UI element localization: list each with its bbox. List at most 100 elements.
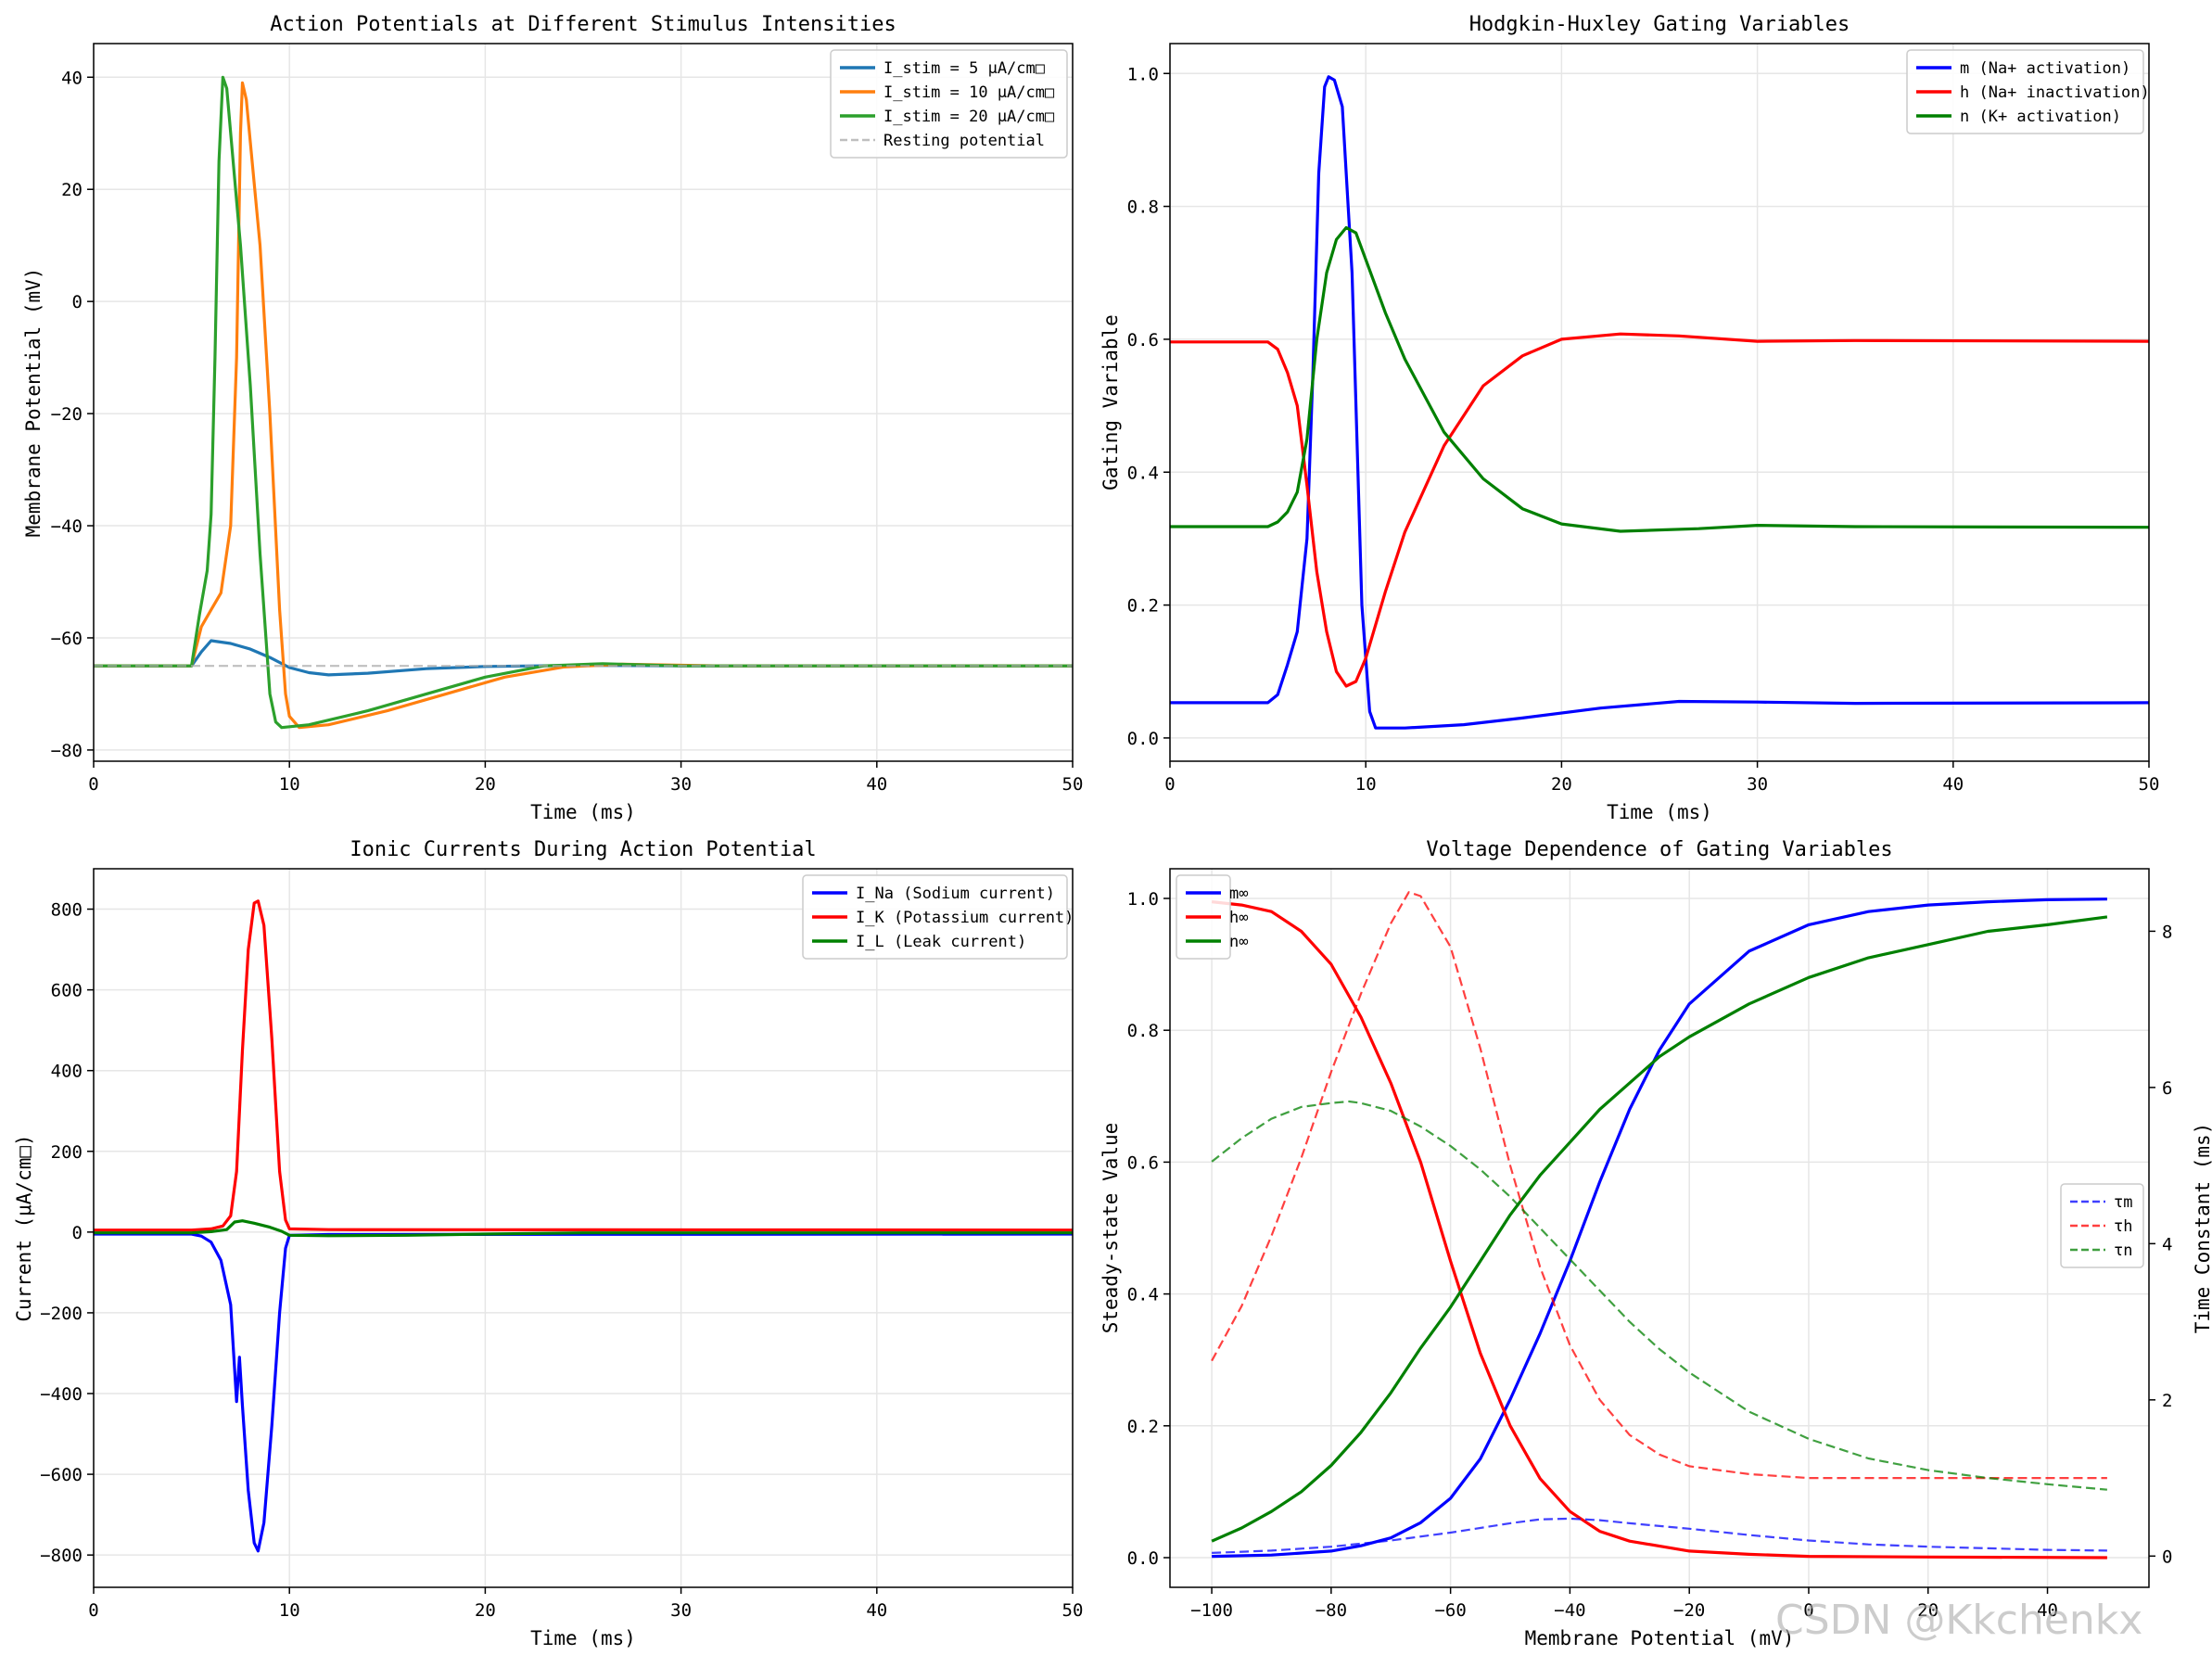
y-tick-label: 0.0: [1127, 1548, 1159, 1569]
x-tick-label: −100: [1190, 1600, 1233, 1621]
legend-label: τh: [2114, 1217, 2132, 1236]
x-tick-label: 50: [1062, 774, 1084, 795]
legend-label: I_K (Potassium current): [856, 909, 1074, 927]
chart-title: Hodgkin-Huxley Gating Variables: [1469, 13, 1850, 36]
y-tick-label: 0.8: [1127, 197, 1159, 218]
series-line-4: [1212, 1517, 2107, 1554]
series-line-1: [94, 1232, 1073, 1553]
x-tick-label: 10: [279, 774, 300, 795]
y-tick-label: 800: [51, 900, 83, 921]
x-axis-ticks: 0 10 20 30 40 50: [1164, 761, 2159, 795]
x-tick-label: 0: [88, 774, 98, 795]
x-tick-label: 50: [1062, 1600, 1084, 1621]
legend-label: τm: [2114, 1193, 2132, 1212]
x-axis-label: Membrane Potential (mV): [1525, 1627, 1795, 1649]
x-tick-label: 40: [866, 1600, 887, 1621]
y-tick-label: 1.0: [1127, 889, 1159, 910]
x-tick-label: 20: [1551, 774, 1572, 795]
legend-label: I_stim = 10 μA/cm□: [884, 83, 1055, 102]
chart-title: Action Potentials at Different Stimulus …: [270, 13, 896, 36]
x-axis-label: Time (ms): [530, 1627, 636, 1649]
y-tick-label: 0: [72, 1223, 83, 1243]
legend-time-constants: τm τh τn: [2060, 1183, 2144, 1268]
legend-label: I_stim = 20 μA/cm□: [884, 108, 1055, 126]
y-tick-label: 200: [51, 1142, 83, 1163]
x-tick-label: 40: [866, 774, 887, 795]
chart-3: 0 10 20 30 40 50 −800 −600 −400 −200 0 200 400 600 800…: [13, 838, 1083, 1649]
y-axis-label: Gating Variable: [1100, 314, 1122, 490]
y-tick-label: 1.0: [1127, 64, 1159, 84]
series-line-1: [94, 639, 1073, 677]
series-line-2: [1211, 900, 2107, 1560]
y-tick-label: −20: [51, 404, 83, 425]
x-tick-label: 30: [670, 774, 692, 795]
legend-label: n∞: [1229, 933, 1248, 951]
x-axis-ticks: 0 10 20 30 40 50: [88, 761, 1083, 795]
plot-frame: [93, 43, 1074, 762]
y-tick-label: 40: [61, 68, 83, 88]
x-tick-label: 10: [1355, 774, 1377, 795]
y2-tick-label: 0: [2162, 1547, 2172, 1567]
x-tick-label: 20: [1917, 1600, 1939, 1621]
y-tick-label: −200: [40, 1304, 83, 1324]
y-axis-ticks: −800 −600 −400 −200 0 200 400 600 800: [40, 900, 94, 1566]
y-tick-label: 400: [51, 1062, 83, 1082]
grid-lines: [93, 869, 1074, 1587]
legend-label: Resting potential: [884, 132, 1045, 150]
y2-tick-label: 4: [2162, 1234, 2172, 1254]
series-line-5: [1211, 891, 2107, 1480]
series-line-3: [94, 1219, 1073, 1238]
series-lines: [1170, 75, 2149, 730]
y-tick-label: −400: [40, 1384, 83, 1405]
x-tick-label: 0: [1803, 1600, 1813, 1621]
series-line-2: [94, 899, 1073, 1232]
x-tick-label: −20: [1673, 1600, 1705, 1621]
y-tick-label: −40: [51, 516, 83, 537]
x-tick-label: 30: [670, 1600, 692, 1621]
y-tick-label: 600: [51, 981, 83, 1001]
chart-title: Ionic Currents During Action Potential: [350, 838, 816, 861]
y-tick-label: −800: [40, 1546, 83, 1566]
legend-label: h (Na+ inactivation): [1960, 83, 2150, 102]
y-tick-label: 0: [72, 292, 83, 312]
legend-label: n (K+ activation): [1960, 108, 2121, 126]
legend: m∞ h∞ n∞: [1176, 874, 1248, 960]
legend-label: m (Na+ activation): [1960, 59, 2130, 78]
legend-label: I_L (Leak current): [856, 933, 1026, 951]
legend: I_stim = 5 μA/cm□ I_stim = 10 μA/cm□ I_sti…: [830, 49, 1068, 159]
y2-tick-label: 6: [2162, 1078, 2172, 1099]
legend-label: I_Na (Sodium current): [856, 885, 1055, 903]
series-line-1: [1170, 75, 2149, 730]
y-axis-label: Membrane Potential (mV): [22, 268, 44, 538]
legend: I_Na (Sodium current) I_K (Potassium curr…: [802, 874, 1074, 960]
legend-box: [1906, 49, 2144, 134]
y-tick-label: 0.6: [1127, 1152, 1159, 1173]
series-lines: [1211, 891, 2108, 1560]
y2-axis-ticks: 0 2 4 6 8: [2149, 922, 2172, 1567]
y-tick-label: 0.2: [1127, 596, 1159, 617]
legend-label: I_stim = 5 μA/cm□: [884, 59, 1046, 78]
x-axis-ticks: −100 −80 −60 −40 −20 0 20 40: [1190, 1587, 2058, 1621]
x-tick-label: 40: [2037, 1600, 2058, 1621]
series-line-1: [1212, 898, 2107, 1559]
x-tick-label: 10: [279, 1600, 300, 1621]
x-tick-label: 0: [88, 1600, 98, 1621]
y2-axis-label: Time Constant (ms): [2192, 1123, 2212, 1334]
legend-box: [830, 49, 1068, 159]
y-tick-label: 0.6: [1127, 330, 1159, 350]
x-tick-label: 0: [1164, 774, 1175, 795]
y-tick-label: 0.8: [1127, 1021, 1159, 1041]
y-axis-ticks: −80 −60 −40 −20 0 20 40: [51, 68, 94, 761]
x-axis-label: Time (ms): [1607, 801, 1712, 823]
y-tick-label: 0.4: [1127, 463, 1159, 483]
legend-label: τn: [2114, 1241, 2132, 1260]
x-tick-label: 20: [475, 774, 496, 795]
y-tick-label: −600: [40, 1465, 83, 1485]
x-tick-label: 20: [475, 1600, 496, 1621]
plot-frame: [1169, 868, 2150, 1588]
x-tick-label: −40: [1554, 1600, 1585, 1621]
y2-tick-label: 8: [2162, 922, 2172, 942]
legend-box: [2060, 1183, 2144, 1268]
y-axis-ticks: 0.0 0.2 0.4 0.6 0.8 1.0: [1127, 64, 1170, 749]
